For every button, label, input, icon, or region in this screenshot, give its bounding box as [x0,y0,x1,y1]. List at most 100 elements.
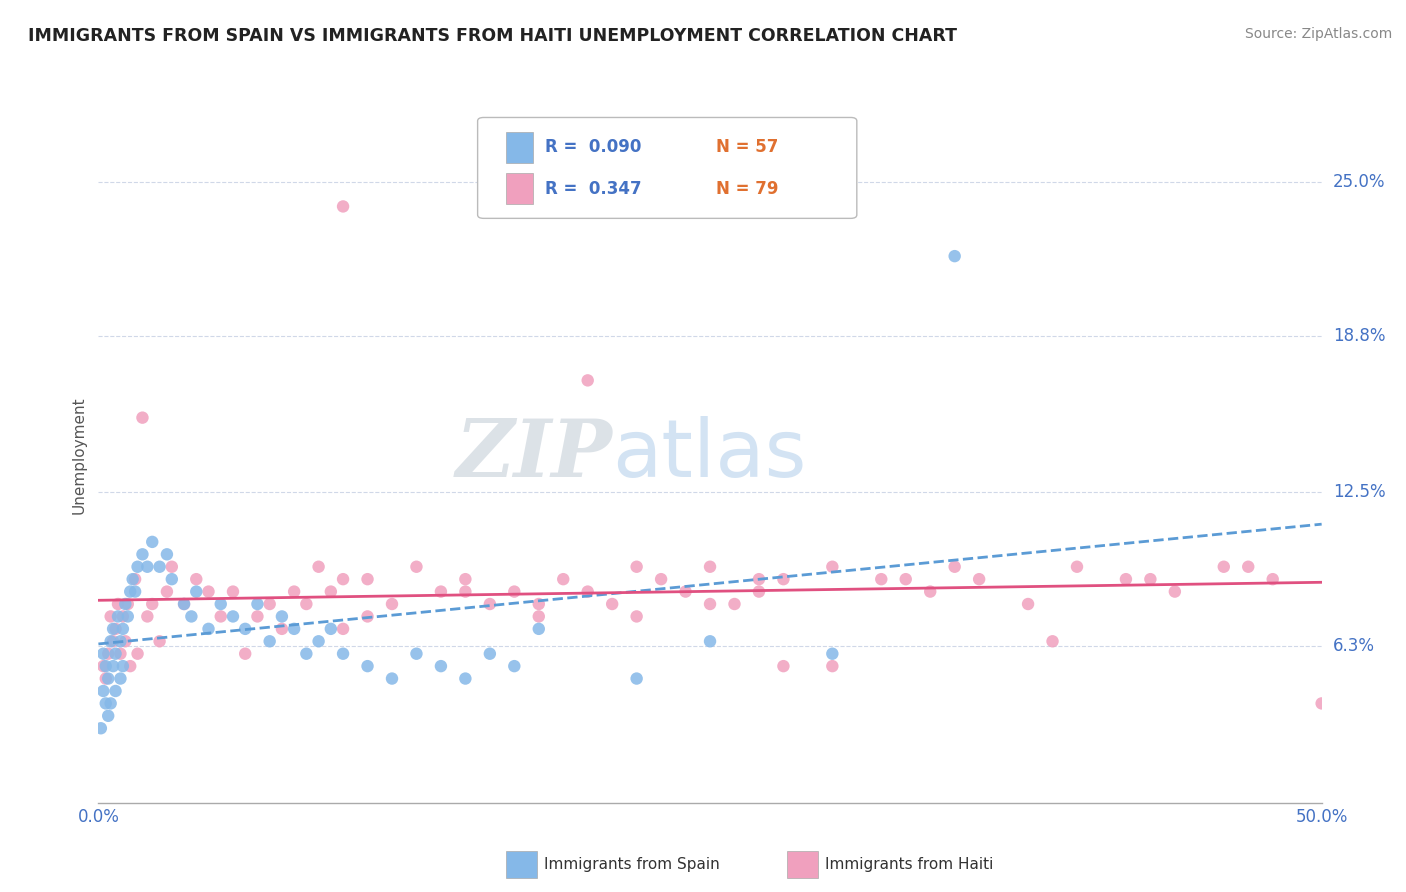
Point [222,609,245,624]
Point [308,634,330,648]
Point [101,659,124,673]
Point [1139,572,1161,586]
Point [1115,572,1137,586]
Point [117,597,139,611]
Point [295,647,318,661]
Point [136,559,159,574]
Point [100,609,122,624]
Point [90,721,112,735]
Point [1042,634,1064,648]
Point [97,647,120,661]
Point [503,659,526,673]
Point [381,672,404,686]
Point [626,672,648,686]
Point [246,609,269,624]
Point [141,597,163,611]
Point [149,634,172,648]
Point [101,622,124,636]
Point [1237,559,1260,574]
Point [270,622,294,636]
Point [1310,697,1333,711]
Point [1261,572,1284,586]
FancyBboxPatch shape [478,118,856,219]
Point [943,249,966,263]
Point [124,572,146,586]
Point [943,559,966,574]
Point [821,659,844,673]
Point [209,597,232,611]
Point [97,708,120,723]
Point [1017,597,1039,611]
Point [295,597,318,611]
Point [94,659,117,673]
Point [160,559,183,574]
Point [356,659,378,673]
Point [894,572,917,586]
Point [699,634,721,648]
Point [100,634,122,648]
Point [332,647,354,661]
Point [308,559,330,574]
Point [821,647,844,661]
Point [101,634,124,648]
Point [136,609,159,624]
Point [124,584,146,599]
Point [259,634,281,648]
Point [967,572,990,586]
Point [283,584,305,599]
Point [772,659,794,673]
Point [270,609,294,624]
Point [1164,584,1187,599]
Point [121,572,143,586]
Point [127,647,149,661]
Point [131,547,153,561]
Point [430,584,453,599]
Point [553,572,575,586]
Text: IMMIGRANTS FROM SPAIN VS IMMIGRANTS FROM HAITI UNEMPLOYMENT CORRELATION CHART: IMMIGRANTS FROM SPAIN VS IMMIGRANTS FROM… [28,27,957,45]
Point [870,572,893,586]
Point [173,597,195,611]
Point [156,547,179,561]
Point [626,559,648,574]
Point [332,572,354,586]
Point [723,597,745,611]
Point [405,647,427,661]
Point [454,572,477,586]
Point [454,584,477,599]
Text: Immigrants from Haiti: Immigrants from Haiti [825,857,994,871]
Text: 18.8%: 18.8% [1333,326,1385,344]
Point [246,597,269,611]
Point [111,609,134,624]
Point [454,672,477,686]
Point [160,572,183,586]
Point [527,622,550,636]
Point [117,609,139,624]
Point [120,659,142,673]
Point [127,559,149,574]
Point [91,659,114,673]
Text: N = 79: N = 79 [716,179,779,198]
Point [104,684,127,698]
Point [283,622,305,636]
Point [173,597,195,611]
Point [197,622,219,636]
Point [1212,559,1234,574]
Point [920,584,942,599]
Point [107,597,129,611]
Point [91,647,114,661]
Point [233,647,256,661]
Point [626,609,648,624]
Point [156,584,179,599]
Point [576,584,599,599]
Point [111,659,134,673]
Point [111,622,134,636]
Point [259,597,281,611]
Point [209,609,232,624]
Text: 6.3%: 6.3% [1333,637,1375,656]
Text: ZIP: ZIP [456,417,612,493]
Point [319,622,342,636]
Point [503,584,526,599]
Point [675,584,697,599]
Point [107,609,129,624]
Point [381,597,404,611]
